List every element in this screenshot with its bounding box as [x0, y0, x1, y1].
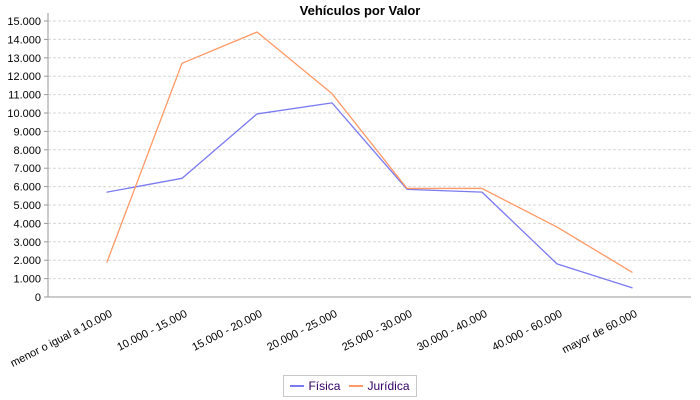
- y-tick-label: 9.000: [13, 126, 41, 138]
- y-tick-label: 4.000: [13, 218, 41, 230]
- y-tick-label: 10.000: [7, 108, 41, 120]
- y-tick-label: 2.000: [13, 255, 41, 267]
- y-tick-label: 14.000: [7, 34, 41, 46]
- legend-item-juridica: Jurídica: [349, 379, 410, 393]
- x-category-label: mayor de 60.000: [560, 308, 639, 356]
- x-category-label: 40.000 - 60.000: [490, 308, 564, 354]
- y-tick-label: 12.000: [7, 71, 41, 83]
- y-tick-label: 7.000: [13, 163, 41, 175]
- y-tick-label: 6.000: [13, 182, 41, 194]
- chart-plot: 0 1.000 2.000 3.000 4.000 5.000 6.000 7.000 8.00…: [7, 13, 691, 370]
- legend-label-juridica: Jurídica: [367, 379, 410, 393]
- legend-label-fisica: Física: [308, 379, 341, 393]
- legend-line-swatch-juridica: [349, 385, 364, 387]
- x-category-label: 30.000 - 40.000: [415, 308, 489, 354]
- y-tick-label: 11.000: [8, 90, 41, 102]
- legend-line-swatch-fisica: [290, 385, 305, 387]
- x-category-label: 25.000 - 30.000: [340, 308, 414, 354]
- legend: Física Jurídica: [283, 375, 417, 397]
- series-line-fisica: [106, 102, 633, 289]
- y-tick-label: 5.000: [13, 200, 41, 212]
- y-tick-label: 3.000: [13, 237, 41, 249]
- chart-title: Vehículos por Valor: [299, 3, 421, 18]
- x-category-label: 15.000 - 20.000: [190, 308, 264, 354]
- series-line-juridica: [106, 31, 633, 273]
- y-tick-label: 0: [35, 292, 41, 304]
- y-tick-label: 1.000: [13, 274, 41, 286]
- x-category-label: 20.000 - 25.000: [265, 308, 339, 354]
- legend-item-fisica: Física: [290, 379, 340, 393]
- x-category-label: 10.000 - 15.000: [115, 308, 189, 354]
- x-category-label: menor o igual a 10.000: [9, 308, 115, 370]
- y-tick-label: 15.000: [7, 16, 41, 28]
- legend-wrap: Física Jurídica: [0, 374, 700, 397]
- y-tick-label: 13.000: [7, 53, 41, 65]
- y-tick-label: 8.000: [13, 145, 41, 157]
